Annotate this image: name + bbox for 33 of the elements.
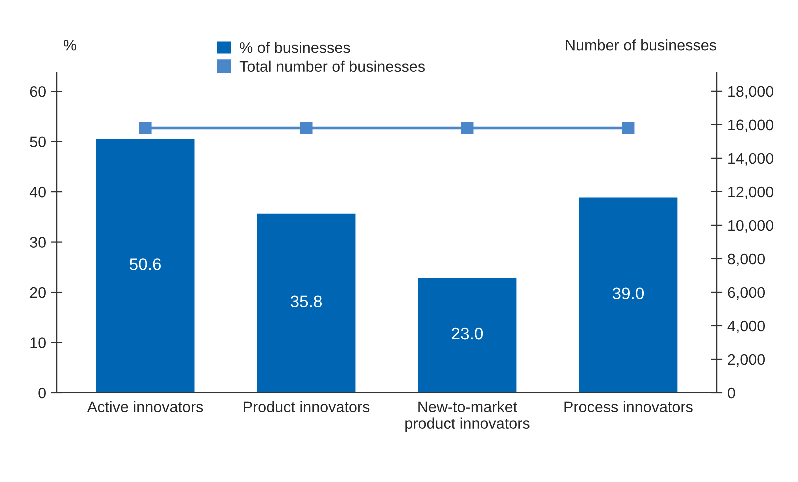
y2-tick-label: 4,000 (728, 320, 766, 334)
x-tick-label: Process innovators (564, 401, 693, 413)
y2-tick-label: 0 (728, 388, 736, 399)
y2-tick-label: 18,000 (728, 86, 774, 99)
y2-tick-label: 8,000 (728, 254, 766, 266)
y2-tick-label: 6,000 (728, 287, 766, 300)
legend-label: % of businesses (240, 42, 350, 54)
x-tick-label: Product innovators (244, 401, 370, 413)
data-label: 23.0 (452, 328, 484, 340)
y2-tick-label: 14,000 (728, 153, 774, 166)
data-label: 39.0 (612, 288, 644, 300)
data-label: 50.6 (130, 258, 162, 270)
legend-label: Total number of businesses (240, 60, 425, 72)
y-tick-label: 0 (38, 388, 46, 399)
y-tick-label: 50 (30, 136, 46, 148)
y-tick-label: 40 (30, 186, 46, 198)
x-tick-label: New-to-market product innovators (406, 401, 530, 432)
y-axis-title: % (64, 40, 76, 51)
bar (94, 138, 196, 393)
y-tick-label: 30 (30, 237, 46, 248)
y2-tick-label: 12,000 (728, 186, 774, 200)
bar (256, 212, 358, 393)
y2-tick-label: 16,000 (728, 120, 774, 132)
bar (416, 276, 518, 393)
y2-tick-label: 2,000 (728, 354, 766, 367)
y-tick-label: 60 (30, 86, 46, 98)
y2-tick-label: 10,000 (728, 220, 774, 233)
y2-axis-title: Number of businesses (566, 40, 716, 51)
data-label: 35.8 (290, 296, 322, 308)
y-tick-label: 20 (30, 287, 46, 298)
x-tick-label: Active innovators (87, 401, 204, 413)
bar (578, 196, 680, 393)
y-tick-label: 10 (30, 338, 46, 348)
